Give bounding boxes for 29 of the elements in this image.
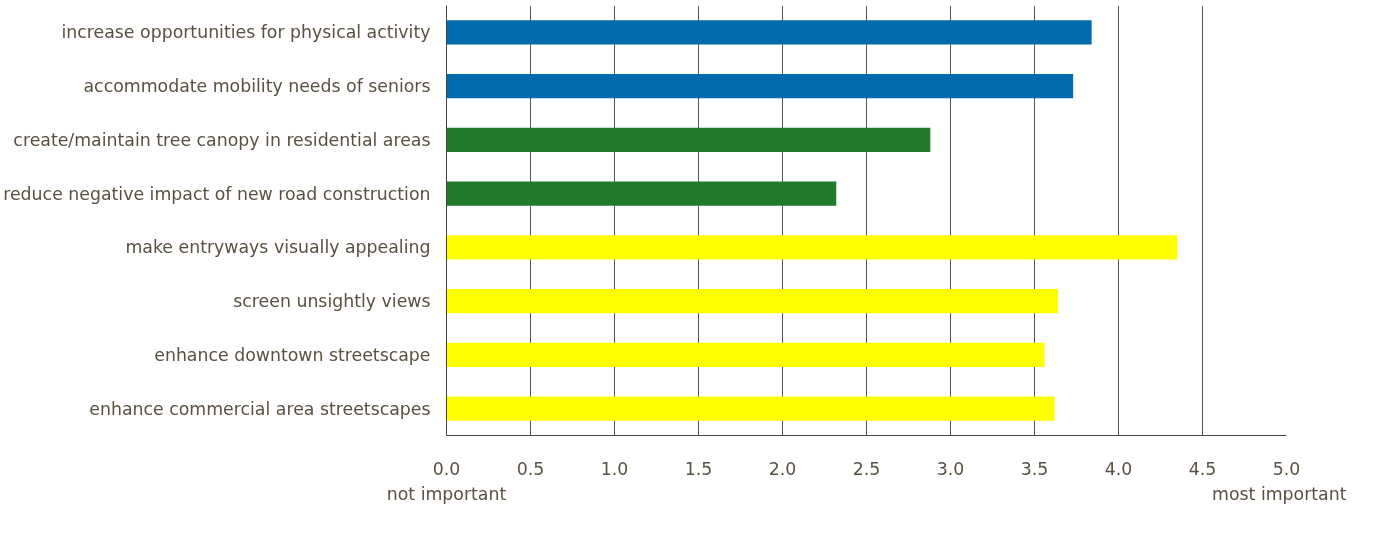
x-tick-label: 0.5 [516,458,545,479]
x-tick-label: 3.5 [1020,458,1049,479]
y-tick-label: reduce negative impact of new road construction [3,183,431,204]
y-tick-label: make entryways visually appealing [125,237,431,258]
x-tick-label: 4.5 [1188,458,1217,479]
x-tick-label: 2.5 [852,458,881,479]
bar [446,289,1059,314]
x-tick-label: 5.0 [1272,458,1301,479]
y-tick-label: screen unsightly views [233,291,431,312]
text: not important [386,483,507,504]
bar [446,396,1055,421]
text: most important [1212,483,1347,504]
y-tick-label: enhance downtown streetscape [154,344,431,365]
x-tick-label: 1.5 [684,458,713,479]
y-tick-label: increase opportunities for physical activity [61,22,431,43]
x-tick-label: 0.0 [432,458,461,479]
bar [446,74,1074,99]
bar [446,127,931,152]
y-tick-label: enhance commercial area streetscapes [89,398,431,419]
x-tick-label: 1.0 [600,458,629,479]
bar [446,181,837,206]
y-tick-label: accommodate mobility needs of seniors [83,76,431,97]
x-tick-label: 2.0 [768,458,797,479]
y-tick-label: create/maintain tree canopy in residential areas [13,129,431,150]
bar [446,342,1045,367]
bar [446,20,1092,45]
x-tick-label: 4.0 [1104,458,1133,479]
x-tick-label: 3.0 [936,458,965,479]
bar [446,235,1178,260]
